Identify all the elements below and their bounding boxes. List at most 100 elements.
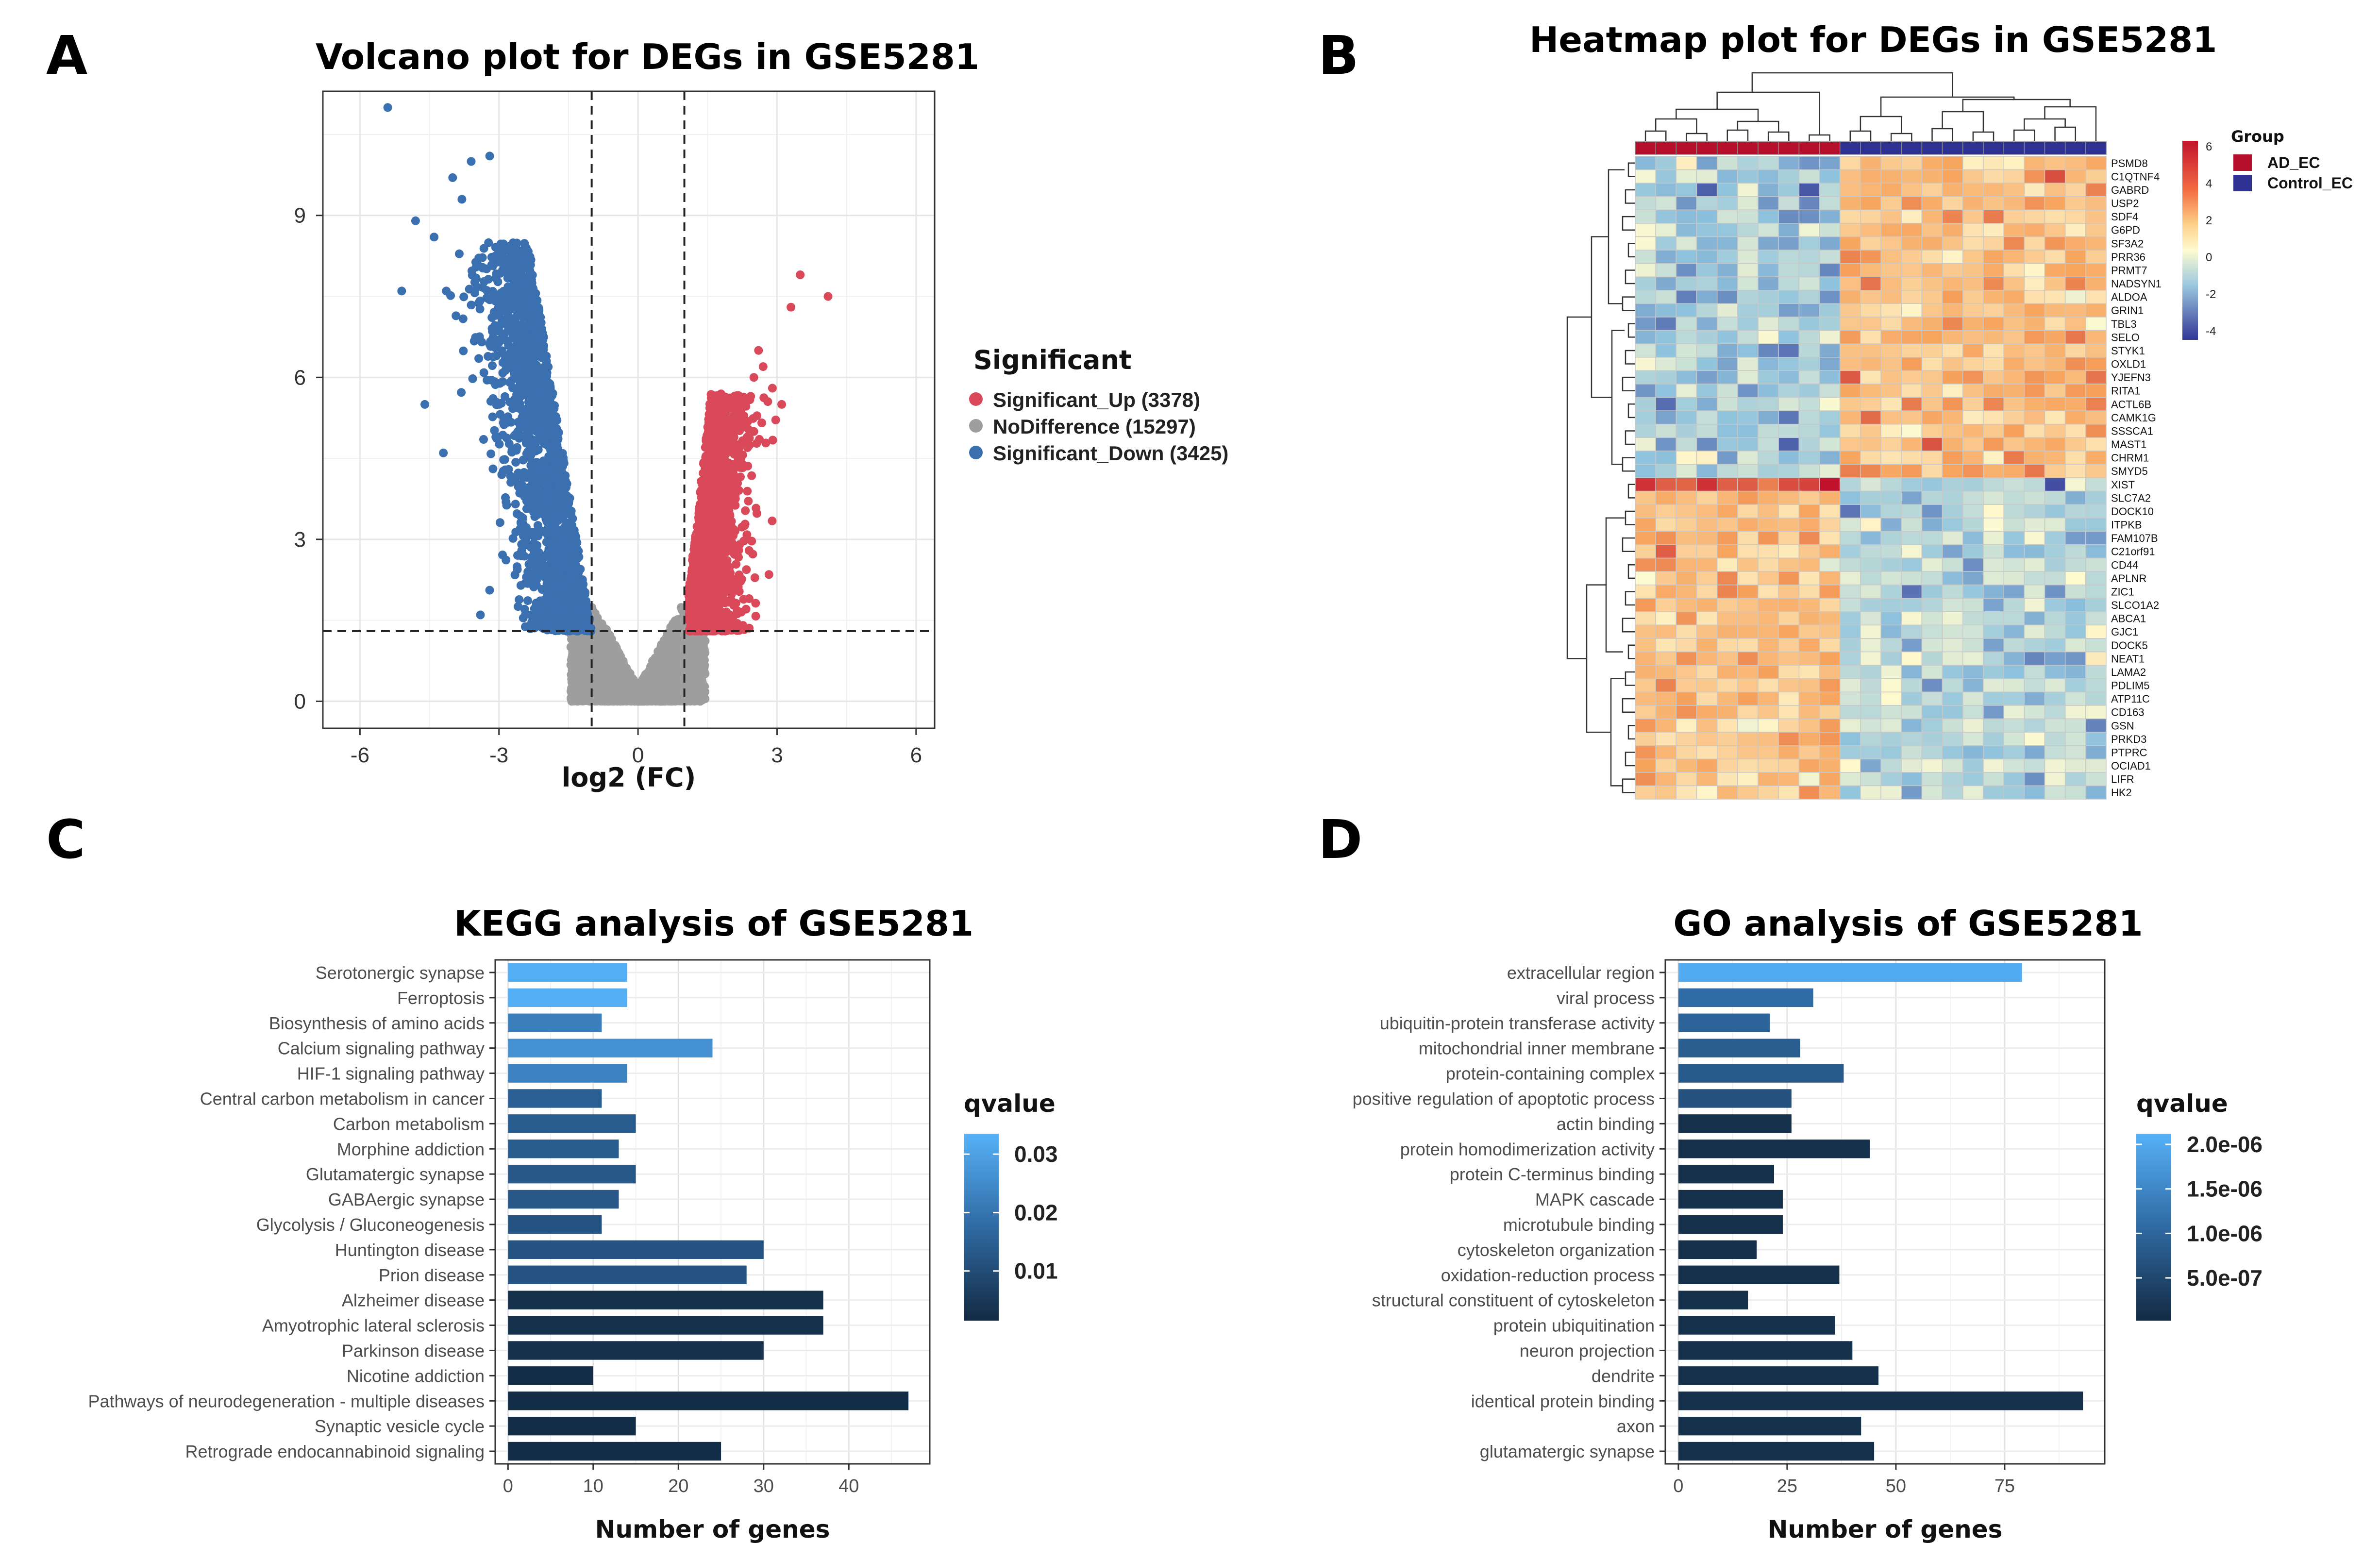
significant-up-point xyxy=(715,589,724,598)
significant-up-point xyxy=(705,400,714,409)
nodifference-point xyxy=(643,668,653,677)
significant-down-point xyxy=(484,275,493,284)
significant-up-point xyxy=(729,622,738,632)
nodifference-point xyxy=(606,666,616,675)
nodifference-point xyxy=(664,686,673,695)
volcano-plot-area xyxy=(322,90,936,729)
significant-down-point xyxy=(521,579,530,587)
significant-up-point xyxy=(684,588,693,597)
significant-down-point xyxy=(514,602,522,611)
significant-up-point xyxy=(726,569,735,578)
significant-up-point xyxy=(688,567,697,576)
significant-up-point xyxy=(726,595,736,604)
significant-down-point xyxy=(495,518,504,527)
nodifference-point xyxy=(578,676,587,685)
significant-up-point xyxy=(706,521,715,530)
nodifference-point xyxy=(670,667,679,676)
nodifference-point xyxy=(671,685,681,694)
significant-up-point xyxy=(747,537,756,546)
significant-down-point xyxy=(479,368,488,377)
significant-up-point xyxy=(711,392,720,401)
significant-up-point xyxy=(719,452,728,461)
significant-down-point xyxy=(511,500,520,509)
significant-down-point xyxy=(452,311,461,320)
nodifference-point xyxy=(621,695,630,704)
significant-up-point xyxy=(692,598,701,606)
nodifference-point xyxy=(663,635,672,644)
significant-down-point xyxy=(523,596,532,605)
significant-up-point xyxy=(736,416,745,425)
significant-up-point xyxy=(777,400,786,409)
significant-down-point xyxy=(485,586,494,595)
nodifference-point xyxy=(635,682,644,691)
significant-down-point xyxy=(488,412,497,421)
significant-up-point xyxy=(740,625,749,634)
nodifference-point xyxy=(695,643,704,652)
significant-down-point xyxy=(511,458,520,467)
significant-up-point xyxy=(716,536,725,545)
nodifference-point xyxy=(603,684,612,693)
significant-down-point xyxy=(474,354,484,363)
significant-up-point xyxy=(695,531,704,540)
significant-up-point xyxy=(723,528,732,537)
significant-up-point xyxy=(761,438,771,448)
nodifference-point xyxy=(606,693,616,703)
panel-label-b: B xyxy=(1318,24,1359,86)
significant-up-point xyxy=(749,373,758,382)
significant-down-point xyxy=(467,301,476,310)
nodifference-point xyxy=(651,668,660,676)
significant-up-point xyxy=(771,416,780,424)
nodifference-point xyxy=(613,656,622,666)
significant-up-point xyxy=(723,506,732,516)
significant-up-point xyxy=(748,550,757,559)
nodifference-point xyxy=(575,648,585,657)
significant-down-point xyxy=(454,249,464,258)
significant-up-point xyxy=(732,475,741,485)
nodifference-point xyxy=(649,676,658,686)
significant-up-point xyxy=(749,414,758,423)
significant-up-point xyxy=(716,494,725,503)
significant-up-point xyxy=(688,555,697,565)
significant-up-point xyxy=(704,462,713,471)
significant-up-point xyxy=(733,448,742,457)
significant-up-point xyxy=(735,463,744,472)
significant-up-point xyxy=(741,506,750,515)
nodifference-point xyxy=(586,682,595,691)
significant-up-point xyxy=(764,570,773,579)
significant-up-point xyxy=(752,439,761,448)
significant-up-point xyxy=(727,611,737,621)
nodifference-point xyxy=(614,696,623,705)
nodifference-point xyxy=(685,666,694,675)
panel-label-d: D xyxy=(1318,808,1363,871)
significant-up-point xyxy=(734,486,743,495)
significant-up-point xyxy=(747,471,756,480)
significant-up-point xyxy=(739,392,748,402)
nodifference-point xyxy=(592,614,601,622)
nodifference-point xyxy=(570,657,579,667)
significant-up-point xyxy=(732,550,741,559)
significant-up-point xyxy=(700,601,709,610)
nodifference-point xyxy=(625,681,634,690)
volcano-x-tick-label: 3 xyxy=(771,743,783,767)
nodifference-point xyxy=(699,690,708,699)
nodifference-point xyxy=(610,641,620,650)
panel-label-a: A xyxy=(46,24,88,86)
significant-up-point xyxy=(696,501,705,510)
nodifference-point xyxy=(597,619,606,628)
nodifference-point xyxy=(689,685,698,694)
nodifference-point xyxy=(651,654,660,663)
nodifference-point xyxy=(676,654,686,664)
significant-up-point xyxy=(741,604,751,614)
significant-up-point xyxy=(725,579,735,588)
volcano-y-tick-label: 6 xyxy=(294,366,306,389)
nodifference-point xyxy=(588,636,597,645)
significant-up-point xyxy=(763,397,772,406)
nodifference-point xyxy=(569,669,578,678)
significant-up-point xyxy=(708,446,718,455)
significant-up-point xyxy=(796,270,805,279)
panel-label-c: C xyxy=(46,808,85,871)
significant-up-point xyxy=(743,486,752,496)
nodifference-point xyxy=(668,641,677,650)
nodifference-point xyxy=(592,643,601,652)
